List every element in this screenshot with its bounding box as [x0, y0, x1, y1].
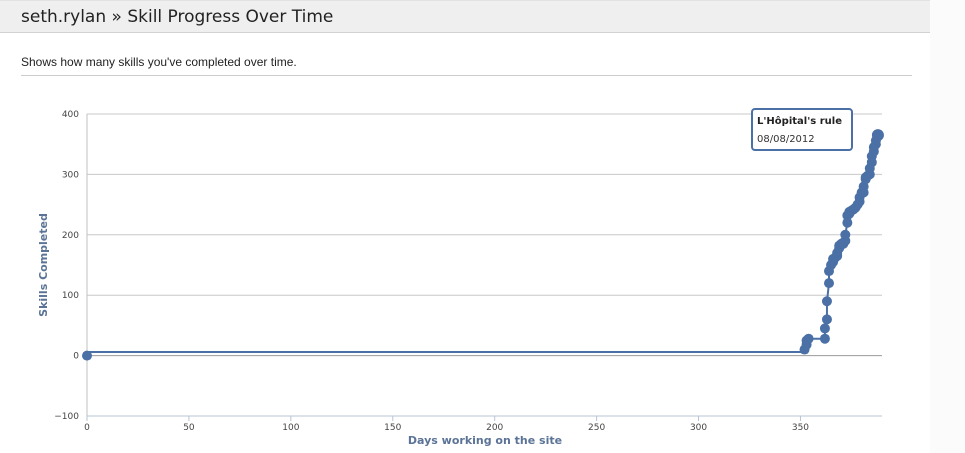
x-tick-label-0: 0 — [84, 423, 90, 433]
divider — [21, 75, 912, 76]
y-tick-label-0: −100 — [54, 412, 79, 422]
tick-layer: −100 0 100 200 300 400 0 50 100 150 200 250 300 350 — [54, 110, 809, 433]
data-point[interactable] — [819, 323, 830, 334]
data-point[interactable] — [824, 278, 834, 289]
data-point[interactable] — [840, 229, 851, 240]
series-line — [86, 134, 879, 356]
tooltip: L'Hôpital's rule 08/08/2012 — [751, 108, 853, 151]
data-point[interactable] — [819, 333, 830, 344]
data-point[interactable] — [842, 217, 853, 228]
series-layer[interactable] — [82, 129, 884, 361]
grid-layer — [86, 113, 882, 417]
page-title: seth.rylan » Skill Progress Over Time — [21, 7, 334, 27]
tooltip-title: L'Hôpital's rule — [757, 115, 842, 127]
x-tick-label-1: 50 — [183, 423, 195, 433]
x-axis-title: Days working on the site — [408, 434, 562, 447]
y-tick-label-4: 300 — [62, 170, 79, 180]
y-axis-title: Skills Completed — [37, 213, 50, 317]
x-tick-label-4: 200 — [486, 423, 503, 433]
chart-description: Shows how many skills you've completed o… — [21, 55, 297, 69]
content-panel: seth.rylan » Skill Progress Over Time Sh… — [0, 0, 930, 76]
data-point[interactable] — [803, 333, 814, 344]
x-tick-label-6: 300 — [690, 423, 707, 433]
data-point[interactable] — [821, 296, 832, 307]
tooltip-box — [751, 108, 853, 151]
y-tick-label-1: 0 — [73, 352, 79, 362]
x-tick-label-2: 100 — [282, 423, 299, 433]
y-tick-label-2: 100 — [62, 291, 79, 301]
x-tick-label-7: 350 — [792, 423, 809, 433]
data-point[interactable] — [871, 129, 884, 142]
y-tick-label-3: 200 — [62, 231, 79, 241]
y-tick-label-5: 400 — [62, 110, 79, 120]
data-point[interactable] — [82, 350, 92, 361]
tooltip-date: 08/08/2012 — [757, 134, 815, 145]
x-tick-label-5: 250 — [588, 423, 605, 433]
data-point[interactable] — [821, 314, 832, 325]
x-tick-label-3: 150 — [384, 423, 401, 433]
side-strip — [930, 0, 965, 453]
page-header: seth.rylan » Skill Progress Over Time — [0, 0, 930, 33]
